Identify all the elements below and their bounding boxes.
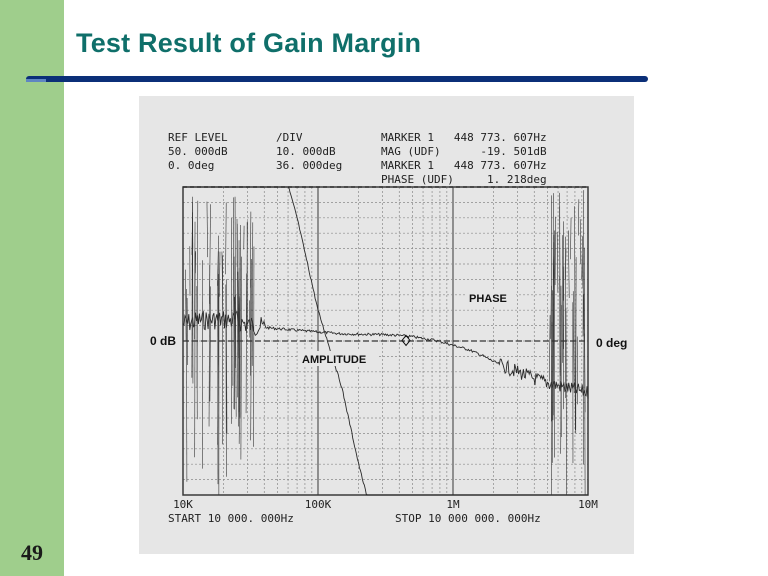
x-tick-label: 10M <box>578 498 598 511</box>
x-tick-label: 100K <box>305 498 332 511</box>
noise-spike <box>240 256 242 460</box>
page-number: 49 <box>21 540 43 565</box>
noise-spike <box>225 202 227 275</box>
noise-spike <box>196 200 199 389</box>
marker-diamond <box>401 334 411 347</box>
slide-title: Test Result of Gain Margin <box>76 28 422 58</box>
title-underline <box>26 76 648 82</box>
noise-spike <box>574 206 576 431</box>
noise-spikes <box>185 190 586 496</box>
ref-level-phase: 0. 0deg <box>168 159 214 172</box>
x-tick-label: 10K <box>173 498 193 511</box>
amplitude-label-bg <box>299 351 377 366</box>
noise-spike <box>208 265 210 427</box>
x-tick-label: 1M <box>446 498 460 511</box>
marker-line-4: PHASE (UDF) 1. 218deg <box>381 173 547 186</box>
noise-spike <box>251 222 254 366</box>
noise-spike <box>185 269 187 342</box>
sidebar-band <box>0 0 64 576</box>
noise-spike <box>219 251 221 297</box>
zero-db-label: 0 dB <box>150 334 176 348</box>
noise-spike <box>186 298 188 365</box>
trace-amplitude <box>183 186 588 496</box>
noise-spike <box>570 217 572 260</box>
ref-level-amp: 50. 000dB <box>168 145 228 158</box>
noise-spike <box>225 284 227 477</box>
div-label: /DIV <box>276 131 303 144</box>
noise-spike <box>249 211 252 288</box>
noise-spike <box>549 315 551 382</box>
noise-spike <box>186 289 188 482</box>
noise-spike <box>581 236 583 280</box>
trace-phase <box>182 310 589 399</box>
noise-spike <box>579 219 582 264</box>
phase-label-bg <box>466 290 516 305</box>
noise-spike <box>250 258 252 441</box>
marker-line-3: MARKER 1 448 773. 607Hz <box>381 159 547 172</box>
noise-spike <box>582 190 585 337</box>
marker-line-1: MARKER 1 448 773. 607Hz <box>381 131 547 144</box>
noise-spike <box>572 291 575 394</box>
noise-spike <box>233 296 236 409</box>
noise-spike <box>217 251 219 286</box>
noise-spike <box>225 279 228 434</box>
plot-traces <box>182 186 589 496</box>
stop-frequency: STOP 10 000 000. 000Hz <box>395 512 541 525</box>
noise-spike <box>565 308 567 496</box>
marker-line-2: MAG (UDF) -19. 501dB <box>381 145 547 158</box>
amplitude-label: AMPLITUDE <box>302 354 366 366</box>
noise-spike <box>577 199 580 236</box>
noise-spike <box>568 230 570 299</box>
ref-level-label: REF LEVEL <box>168 131 228 144</box>
div-amp: 10. 000dB <box>276 145 336 158</box>
x-tick-labels: 10K 100K 1M 10M <box>173 498 598 511</box>
zero-deg-label: 0 deg <box>596 336 627 350</box>
noise-spike <box>209 286 211 402</box>
noise-spike <box>556 232 559 293</box>
start-frequency: START 10 000. 000Hz <box>168 512 294 525</box>
noise-spike <box>217 274 219 445</box>
title-underline-cap <box>26 79 46 82</box>
noise-spike <box>239 296 241 333</box>
noise-spike <box>206 201 208 258</box>
phase-label: PHASE <box>469 293 507 305</box>
noise-spike <box>583 247 585 465</box>
noise-spike <box>232 197 235 386</box>
div-phase: 36. 000deg <box>276 159 342 172</box>
noise-spike <box>245 273 247 414</box>
noise-spike <box>221 251 224 310</box>
